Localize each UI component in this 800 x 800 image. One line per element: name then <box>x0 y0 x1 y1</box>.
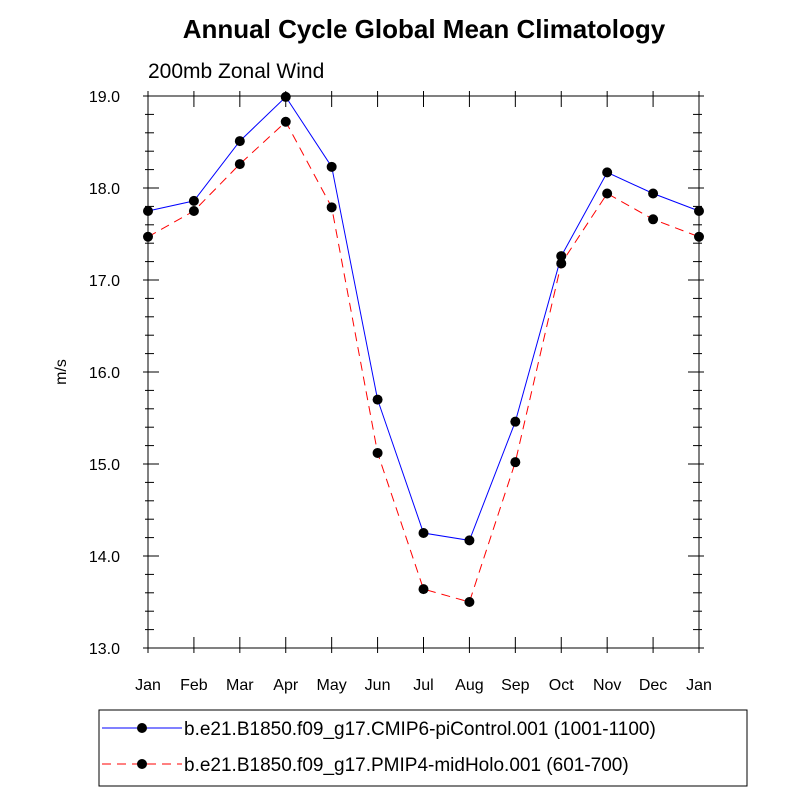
x-tick-label: Jun <box>365 677 391 694</box>
legend-entry-0: b.e21.B1850.f09_g17.CMIP6-piControl.001 … <box>184 719 656 740</box>
x-tick-label: Jul <box>413 677 433 694</box>
y-axis-title: m/s <box>53 359 70 385</box>
data-point <box>464 597 475 607</box>
x-tick-label: Apr <box>273 677 299 694</box>
data-point <box>280 91 291 102</box>
x-tick-label: Jan <box>135 677 161 694</box>
y-tick-label: 18.0 <box>89 181 120 198</box>
x-tick-label: Aug <box>455 677 483 694</box>
x-tick-label: Feb <box>180 677 208 694</box>
data-point <box>556 258 567 269</box>
data-point <box>556 251 567 262</box>
plot-series <box>143 91 704 607</box>
data-point <box>648 188 659 199</box>
data-point <box>418 528 429 538</box>
data-point <box>372 447 383 458</box>
axis-ticks <box>143 91 704 653</box>
data-point <box>418 584 429 595</box>
data-point <box>326 161 337 172</box>
plot-frame <box>147 95 700 649</box>
y-tick-label: 15.0 <box>89 457 120 474</box>
data-point <box>510 416 521 427</box>
data-point <box>280 116 291 127</box>
data-point <box>464 535 475 546</box>
chart-subtitle: 200mb Zonal Wind <box>148 60 324 83</box>
legend-marker-1 <box>137 759 147 769</box>
data-point <box>234 159 245 170</box>
data-point <box>326 202 337 213</box>
y-tick-label: 13.0 <box>89 641 120 658</box>
data-point <box>602 188 613 199</box>
legend: b.e21.B1850.f09_g17.CMIP6-piControl.001 … <box>98 709 748 787</box>
legend-marker-0 <box>137 723 147 733</box>
x-tick-label: Jan <box>686 677 712 694</box>
y-tick-label: 19.0 <box>89 89 120 106</box>
y-tick-label: 17.0 <box>89 273 120 290</box>
x-tick-label: Dec <box>639 677 667 694</box>
data-point <box>510 457 521 468</box>
x-tick-label: Oct <box>549 677 574 694</box>
data-point <box>372 394 383 405</box>
y-tick-label: 16.0 <box>89 365 120 382</box>
data-point <box>602 167 613 178</box>
x-tick-labels: Jan Feb Mar Apr May Jun Jul Aug Sep Oct Nov Dec Jan <box>135 677 712 694</box>
data-point <box>188 195 199 206</box>
chart-title: Annual Cycle Global Mean Climatology <box>183 14 666 44</box>
x-tick-label: Nov <box>593 677 621 694</box>
data-point <box>648 214 659 225</box>
x-tick-label: May <box>317 677 347 694</box>
data-point <box>188 206 199 216</box>
y-tick-labels: 13.0 14.0 15.0 16.0 17.0 18.0 19.0 <box>89 89 120 658</box>
series-line-0 <box>147 96 700 541</box>
legend-box <box>98 709 748 787</box>
y-tick-label: 14.0 <box>89 549 120 566</box>
data-point <box>234 136 245 147</box>
legend-entry-1: b.e21.B1850.f09_g17.PMIP4-midHolo.001 (6… <box>184 755 629 776</box>
x-tick-label: Mar <box>226 677 254 694</box>
x-tick-label: Sep <box>501 677 530 694</box>
